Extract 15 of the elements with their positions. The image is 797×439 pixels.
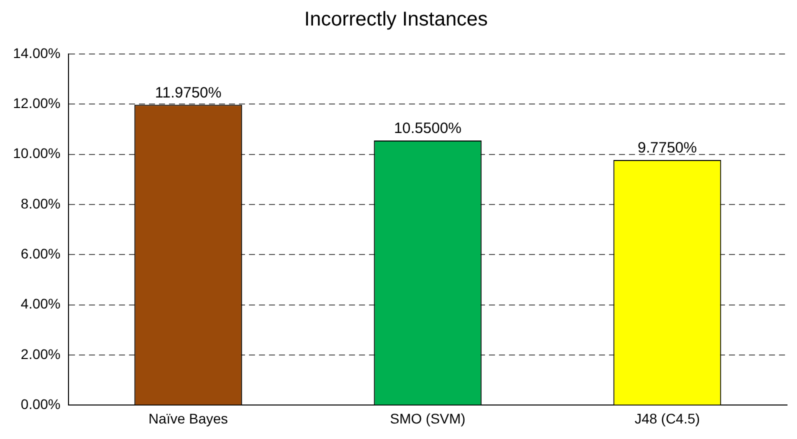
y-tick-label: 12.00%	[13, 95, 60, 112]
data-label: 11.9750%	[155, 84, 222, 102]
data-label: 10.5500%	[394, 120, 462, 138]
y-tick-label: 6.00%	[20, 246, 60, 262]
y-tick-label: 0.00%	[20, 396, 60, 412]
x-tick-label: SMO (SVM)	[390, 410, 466, 426]
y-tick-label: 4.00%	[20, 296, 60, 312]
y-tick-label: 8.00%	[20, 195, 60, 212]
x-tick-label: Naïve Bayes	[148, 410, 228, 426]
chart-title: Incorrectly Instances	[304, 8, 488, 31]
y-tick-label: 2.00%	[20, 346, 60, 362]
x-tick-label: J48 (C4.5)	[634, 410, 700, 426]
data-label: 9.7750%	[638, 140, 697, 157]
y-tick-label: 14.00%	[13, 44, 60, 61]
y-tick-label: 10.00%	[13, 145, 60, 162]
